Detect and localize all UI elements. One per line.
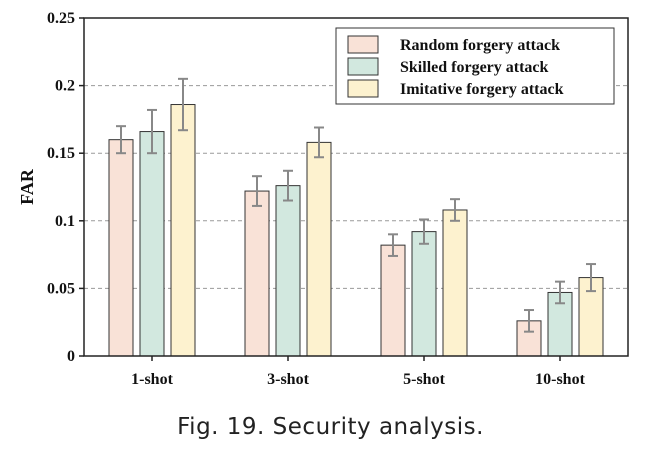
error-bar (419, 218, 429, 245)
bar (380, 244, 406, 357)
error-bar (116, 125, 126, 155)
legend: Random forgery attack Skilled forgery att… (335, 27, 615, 105)
error-bar (252, 175, 262, 207)
gridlines (84, 85, 628, 289)
y-axis-ticks: 0 0.05 0.1 0.15 0.2 0.25 (47, 10, 84, 365)
y-tick-label: 0.2 (55, 78, 75, 95)
plot-frame (83, 17, 629, 357)
legend-label: Skilled forgery attack (400, 59, 549, 76)
y-tick-label: 0.05 (47, 280, 75, 297)
x-axis-ticks: 1-shot 3-shot 5-shot 10-shot (131, 356, 586, 388)
error-bar (388, 233, 398, 257)
error-bar (450, 198, 460, 222)
legend-label: Random forgery attack (400, 37, 560, 54)
bar (275, 185, 301, 357)
legend-swatch (347, 57, 379, 76)
bar-chart: 0 0.05 0.1 0.15 0.2 0.25 1-shot 3-shot 5-shot 10… (17, 10, 629, 388)
bar (411, 231, 437, 357)
error-bar (147, 108, 157, 155)
error-bars (116, 77, 596, 333)
bar (306, 141, 332, 357)
error-bar (555, 280, 565, 305)
legend-swatch (347, 79, 379, 98)
y-tick-label: 0.25 (47, 10, 75, 27)
error-bar (524, 309, 534, 333)
error-bar (314, 126, 324, 159)
bar (244, 190, 270, 357)
bar (442, 209, 468, 357)
x-tick-label: 3-shot (267, 371, 309, 388)
y-tick-label: 0 (67, 348, 75, 365)
error-bar (178, 77, 188, 132)
legend-label: Imitative forgery attack (400, 81, 564, 98)
bar (108, 139, 134, 357)
y-tick-label: 0.1 (55, 213, 75, 230)
bar (139, 131, 165, 357)
x-tick-label: 10-shot (535, 371, 585, 388)
error-bar (586, 263, 596, 293)
x-tick-label: 1-shot (131, 371, 173, 388)
y-axis-label: FAR (17, 168, 37, 205)
figure-caption: Fig. 19. Security analysis. (177, 414, 484, 440)
legend-box (335, 27, 615, 105)
y-tick-label: 0.15 (47, 145, 75, 162)
x-tick-label: 5-shot (403, 371, 445, 388)
error-bar (283, 169, 293, 202)
bar (170, 104, 196, 357)
legend-swatch (347, 35, 379, 54)
